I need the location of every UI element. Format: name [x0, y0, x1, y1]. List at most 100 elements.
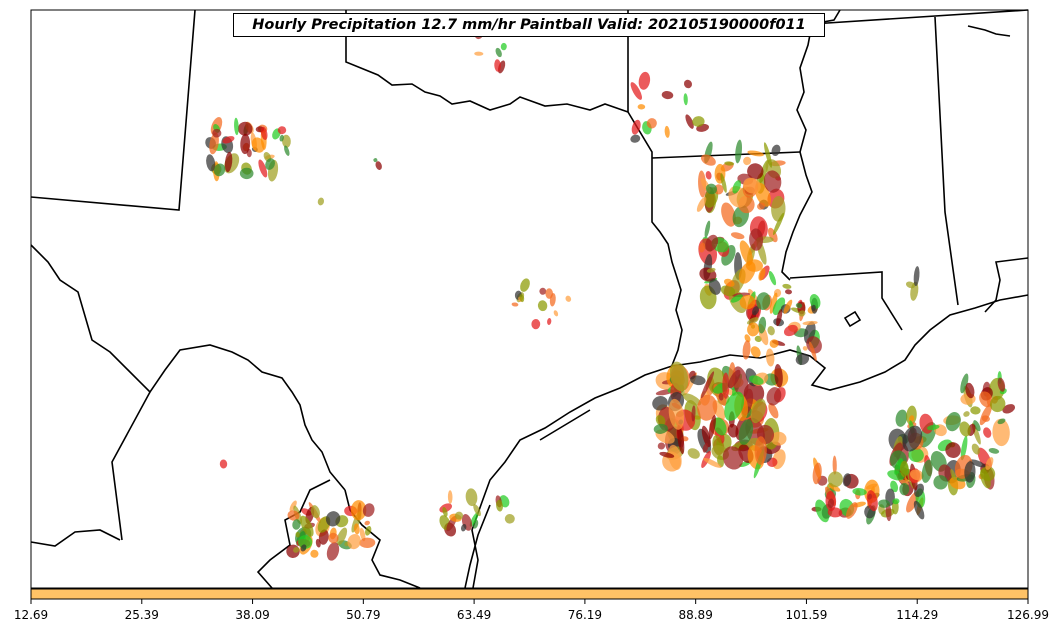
paintball-blob — [809, 341, 817, 362]
paintball-blob — [757, 202, 766, 210]
paintball-blob — [284, 145, 290, 156]
paintball-blob — [281, 134, 291, 148]
paintball-blob — [979, 403, 993, 426]
mexico-state-line-1 — [111, 391, 151, 541]
paintball-blob — [827, 471, 843, 488]
paintball-blob — [722, 372, 730, 399]
paintball-blob — [933, 475, 948, 490]
paintball-blob — [795, 302, 803, 309]
paintball-blob — [983, 427, 992, 438]
paintball-blob — [655, 414, 666, 426]
paintball-blob — [222, 136, 235, 144]
paintball-blob — [664, 125, 670, 138]
paintball-blob — [504, 513, 515, 524]
paintball-blob — [677, 425, 685, 455]
paintball-blob — [742, 340, 751, 360]
paintball-blob — [730, 232, 745, 240]
paintball-blob — [724, 161, 735, 166]
paintball-blob — [809, 294, 821, 309]
colorbar-tick-label: 88.89 — [678, 608, 713, 622]
paintball-blob — [812, 462, 822, 485]
paintball-blob — [289, 500, 297, 512]
paintball-blob — [631, 119, 641, 135]
paintball-blob — [752, 306, 759, 316]
paintball-blob — [646, 118, 657, 129]
paintball-blob — [328, 532, 339, 544]
paintball-blob — [827, 498, 835, 509]
paintball-blob — [992, 418, 1010, 447]
paintball-blob — [772, 212, 785, 236]
mississippi-alabama-border — [934, 16, 959, 306]
paintball-blob — [373, 158, 378, 163]
paintball-blob — [298, 535, 313, 549]
paintball-blob — [724, 391, 745, 421]
paintball-blob — [706, 267, 716, 273]
paintball-blob — [718, 392, 724, 401]
paintball-blob — [774, 363, 783, 388]
paintball-blob — [758, 268, 766, 281]
paintball-blob — [747, 322, 760, 337]
paintball-blob — [758, 316, 767, 334]
paintball-blob — [969, 459, 986, 468]
paintball-blob — [763, 142, 773, 168]
paintball-blob — [279, 134, 284, 142]
paintball-blob — [705, 183, 718, 195]
paintball-blob — [295, 531, 300, 538]
paintball-blob — [772, 297, 786, 316]
paintball-blob — [652, 396, 668, 411]
paintball-blob — [690, 375, 706, 386]
paintball-blob — [702, 443, 709, 453]
paintball-blob — [519, 294, 525, 303]
paintball-blob — [885, 503, 892, 522]
paintball-blob — [776, 309, 783, 327]
paintball-blob — [832, 455, 837, 475]
paintball-blob — [743, 156, 752, 166]
paintball-blob — [265, 158, 276, 170]
paintball-blob — [704, 220, 711, 238]
paintball-blob — [219, 459, 228, 469]
colorbar-tick-label: 38.09 — [235, 608, 270, 622]
paintball-blob — [697, 394, 718, 421]
paintball-blob — [802, 346, 808, 351]
paintball-blob — [964, 461, 976, 483]
paintball-blob — [630, 134, 641, 143]
paintball-blob — [318, 529, 329, 545]
rio-grande-border — [30, 244, 346, 491]
paintball-blob — [1002, 404, 1016, 414]
paintball-blob — [845, 502, 858, 519]
paintball-blob — [783, 324, 798, 337]
paintball-blob — [767, 326, 775, 336]
paintball-blob — [720, 285, 736, 297]
colorbar-tick-label: 25.39 — [124, 608, 159, 622]
alabama-florida-border — [984, 257, 1029, 313]
paintball-blob — [549, 293, 556, 307]
paintball-blob — [531, 319, 541, 330]
paintball-blob — [769, 292, 778, 314]
paintball-blob — [496, 499, 503, 512]
oklahoma-border — [345, 10, 629, 113]
paintball-blob — [749, 228, 764, 251]
lake-pontchartrain — [843, 310, 862, 328]
paintball-blob — [713, 417, 727, 436]
paintball-blob — [473, 504, 481, 517]
paintball-blob — [682, 393, 702, 406]
paintball-blob — [359, 537, 376, 549]
paintball-blob — [750, 398, 766, 424]
paintball-blob — [980, 468, 991, 489]
paintball-blob — [500, 42, 507, 51]
paintball-blob — [738, 261, 756, 284]
paintball-blob — [447, 490, 453, 504]
colorbar-tick-label: 12.69 — [13, 608, 49, 622]
paintball-blob — [945, 411, 961, 432]
paintball-blob — [565, 295, 572, 302]
paintball-blob — [763, 170, 782, 193]
paintball-blob — [442, 506, 448, 517]
colorbar-tick-label: 76.19 — [567, 608, 603, 622]
paintball-blob — [754, 436, 767, 465]
paintball-blob — [827, 507, 843, 518]
paintball-blob — [894, 458, 904, 475]
precipitation-paintballs — [205, 17, 1016, 561]
paintball-blob — [887, 470, 905, 481]
paintball-blob — [292, 519, 301, 530]
paintball-blob — [720, 173, 727, 193]
